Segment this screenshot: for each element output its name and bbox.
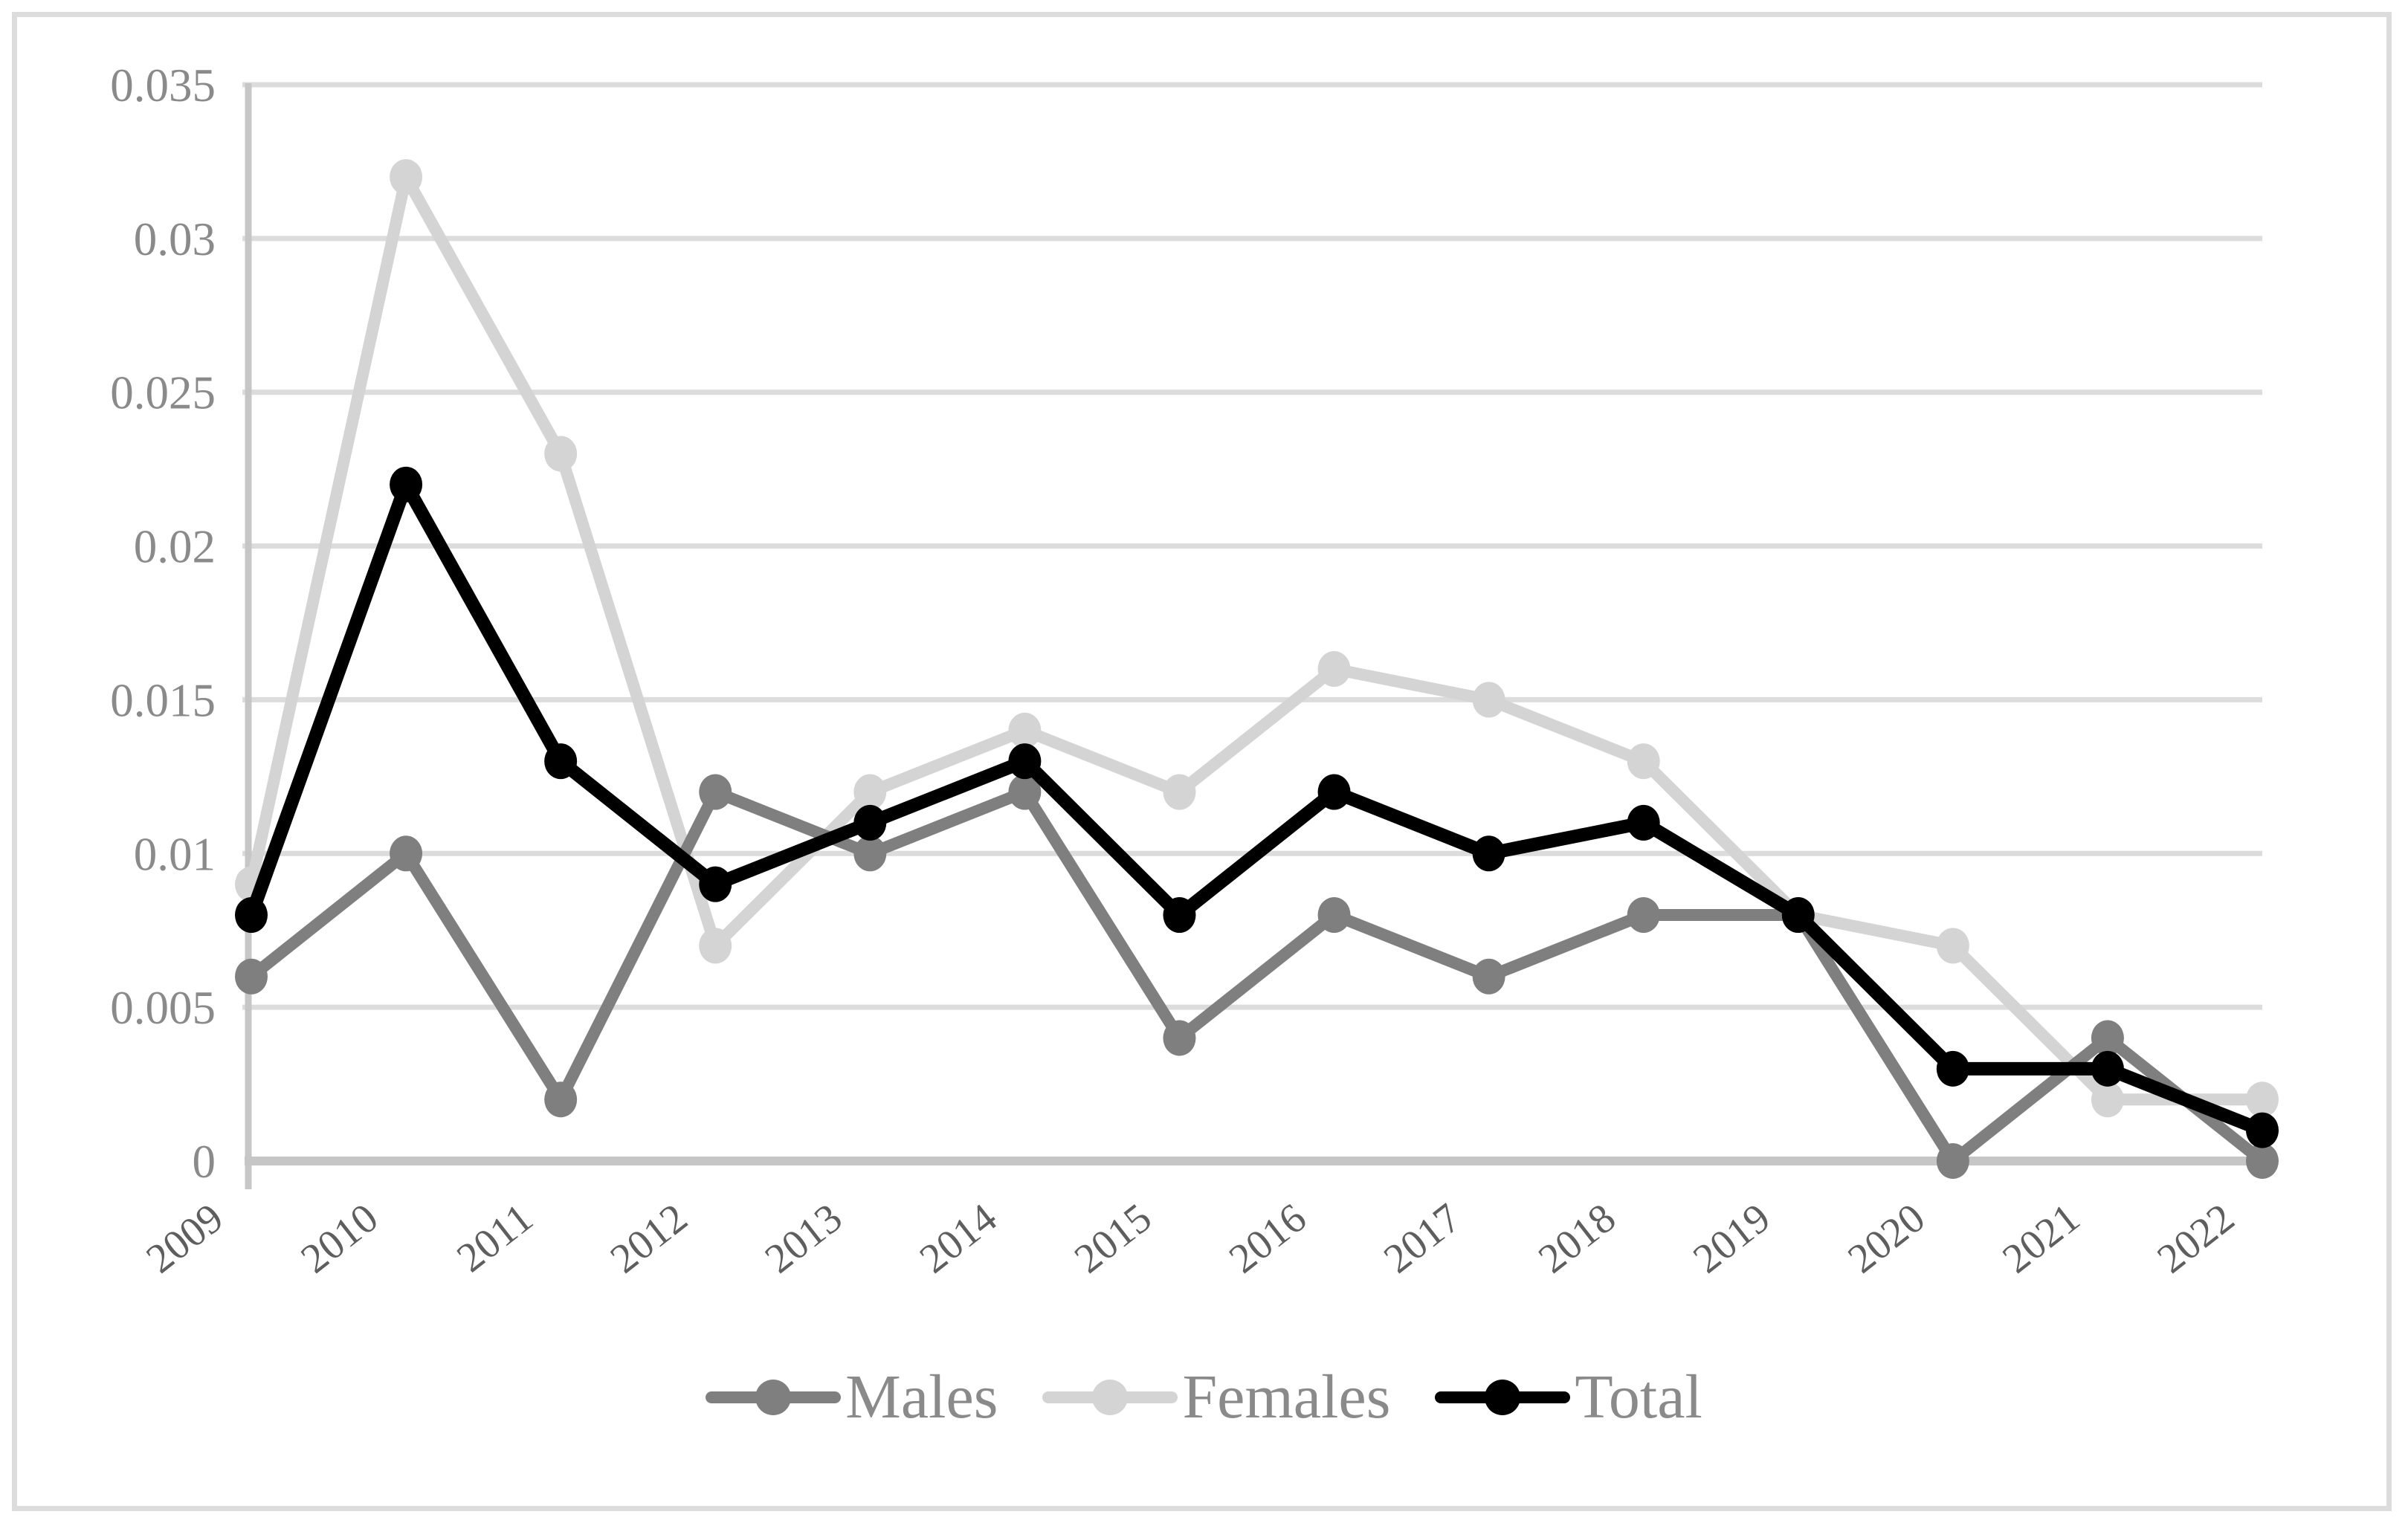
x-tick-label: 2018 — [1530, 1194, 1624, 1282]
data-point-total-2021 — [2091, 1050, 2124, 1087]
data-point-total-2015 — [1163, 897, 1196, 934]
data-point-females-2012 — [699, 928, 732, 964]
legend-item-females: Females — [1042, 1366, 1390, 1429]
data-point-males-2017 — [1472, 958, 1505, 995]
data-point-total-2017 — [1472, 835, 1505, 872]
legend-dot-swatch — [1092, 1380, 1129, 1415]
data-point-females-2017 — [1472, 682, 1505, 718]
x-tick-label: 2014 — [911, 1194, 1005, 1282]
legend-marker-total-icon — [1435, 1379, 1571, 1416]
data-point-males-2013 — [853, 835, 887, 872]
legend-label: Males — [845, 1362, 998, 1432]
x-tick-label: 2009 — [138, 1194, 232, 1282]
legend-dot-swatch — [755, 1380, 792, 1415]
y-tick-label: 0.02 — [134, 521, 216, 573]
data-point-total-2014 — [1008, 743, 1042, 780]
y-tick-label: 0.03 — [134, 213, 216, 265]
y-tick-label: 0 — [193, 1136, 216, 1188]
series-males — [235, 774, 2279, 1179]
legend-item-total: Total — [1435, 1366, 1702, 1429]
data-point-males-2015 — [1163, 1020, 1196, 1056]
data-point-males-2018 — [1627, 897, 1660, 934]
data-point-total-2022 — [2246, 1112, 2279, 1148]
data-point-total-2019 — [1781, 897, 1815, 934]
series-line-females — [245, 171, 2268, 1106]
data-point-females-2010 — [390, 159, 423, 195]
legend-label: Females — [1182, 1362, 1391, 1432]
data-point-total-2020 — [1936, 1050, 1969, 1087]
data-point-females-2022 — [2246, 1081, 2279, 1118]
x-tick-label: 2016 — [1221, 1194, 1314, 1282]
data-point-males-2014 — [1008, 774, 1042, 810]
data-point-total-2012 — [699, 866, 732, 902]
y-tick-label: 0.025 — [110, 367, 216, 419]
x-tick-label: 2015 — [1066, 1194, 1160, 1282]
data-point-females-2015 — [1163, 774, 1196, 810]
data-point-males-2021 — [2091, 1020, 2124, 1056]
x-tick-label: 2011 — [448, 1194, 541, 1281]
series-line-total — [245, 477, 2269, 1137]
x-tick-label: 2017 — [1375, 1194, 1469, 1282]
series-line-males — [245, 786, 2268, 1167]
legend-marker-females-icon — [1042, 1379, 1178, 1416]
data-point-males-2016 — [1317, 897, 1351, 934]
x-tick-label: 2021 — [1994, 1194, 2088, 1282]
data-point-males-2022 — [2246, 1143, 2279, 1179]
data-point-females-2018 — [1627, 743, 1660, 780]
y-tick-label: 0.01 — [134, 828, 216, 880]
x-tick-label: 2020 — [1839, 1194, 1933, 1282]
data-point-females-2016 — [1317, 651, 1351, 688]
x-tick-label: 2010 — [293, 1194, 387, 1282]
data-point-females-2020 — [1936, 928, 1969, 964]
legend: Males Females Total — [0, 1366, 2408, 1429]
x-tick-label: 2012 — [602, 1194, 696, 1282]
data-point-total-2009 — [235, 897, 268, 934]
y-tick-label: 0.005 — [110, 982, 216, 1034]
legend-dot-swatch — [1485, 1380, 1521, 1415]
data-point-females-2013 — [853, 774, 887, 810]
data-point-total-2016 — [1317, 774, 1351, 810]
data-point-males-2020 — [1936, 1143, 1969, 1179]
data-point-males-2010 — [390, 835, 423, 872]
data-point-total-2010 — [390, 466, 423, 502]
y-tick-label: 0.035 — [110, 59, 216, 111]
legend-item-males: Males — [706, 1366, 998, 1429]
x-tick-label: 2013 — [757, 1194, 850, 1282]
data-point-total-2013 — [853, 804, 887, 841]
data-point-females-2011 — [544, 436, 578, 472]
data-point-males-2009 — [235, 958, 268, 995]
x-tick-label: 2019 — [1685, 1194, 1778, 1282]
data-point-males-2012 — [699, 774, 732, 810]
legend-label: Total — [1575, 1362, 1702, 1432]
series-total — [235, 466, 2279, 1148]
data-point-total-2018 — [1627, 804, 1660, 841]
data-point-females-2014 — [1008, 712, 1042, 748]
data-point-total-2011 — [544, 743, 578, 780]
data-point-females-2021 — [2091, 1081, 2124, 1118]
series-females — [235, 159, 2279, 1118]
data-point-males-2011 — [544, 1081, 578, 1118]
x-tick-label: 2022 — [2149, 1194, 2243, 1282]
legend-marker-males-icon — [706, 1379, 842, 1416]
y-tick-label: 0.015 — [110, 674, 216, 726]
